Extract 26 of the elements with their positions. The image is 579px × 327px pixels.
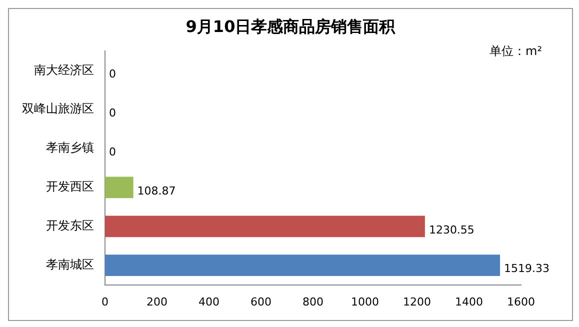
y-tick-label: 开发西区 [46, 180, 94, 194]
bar [105, 216, 425, 238]
bar [105, 254, 500, 276]
data-label: 108.87 [137, 184, 176, 198]
y-tick-label: 孝南乡镇 [46, 140, 94, 155]
data-label: 1519.33 [504, 262, 550, 276]
x-tick-label: 1600 [507, 295, 535, 308]
data-label: 1230.55 [428, 223, 474, 236]
annotation: 单位：m² [490, 43, 542, 60]
x-tick-label: 400 [198, 295, 220, 308]
data-label: 0 [109, 106, 116, 120]
data-label: 0 [109, 68, 116, 81]
x-tick-label: 1000 [351, 295, 379, 308]
x-tick-label: 600 [250, 295, 272, 308]
x-tick-label: 200 [146, 295, 168, 308]
chart-title: 9月10日孝感商品房销售面积 [184, 16, 396, 38]
y-tick-label: 双峰山旅游区 [22, 102, 94, 116]
y-tick-label: 开发东区 [46, 218, 94, 233]
data-label: 0 [109, 145, 116, 158]
x-tick-label: 1200 [403, 295, 431, 308]
x-tick-label: 0 [102, 295, 108, 308]
x-tick-label: 1400 [455, 295, 483, 308]
y-tick-label: 南大经济区 [34, 62, 94, 77]
bar [105, 176, 134, 198]
y-tick-label: 孝南城区 [46, 257, 94, 272]
x-tick-label: 800 [302, 295, 324, 308]
